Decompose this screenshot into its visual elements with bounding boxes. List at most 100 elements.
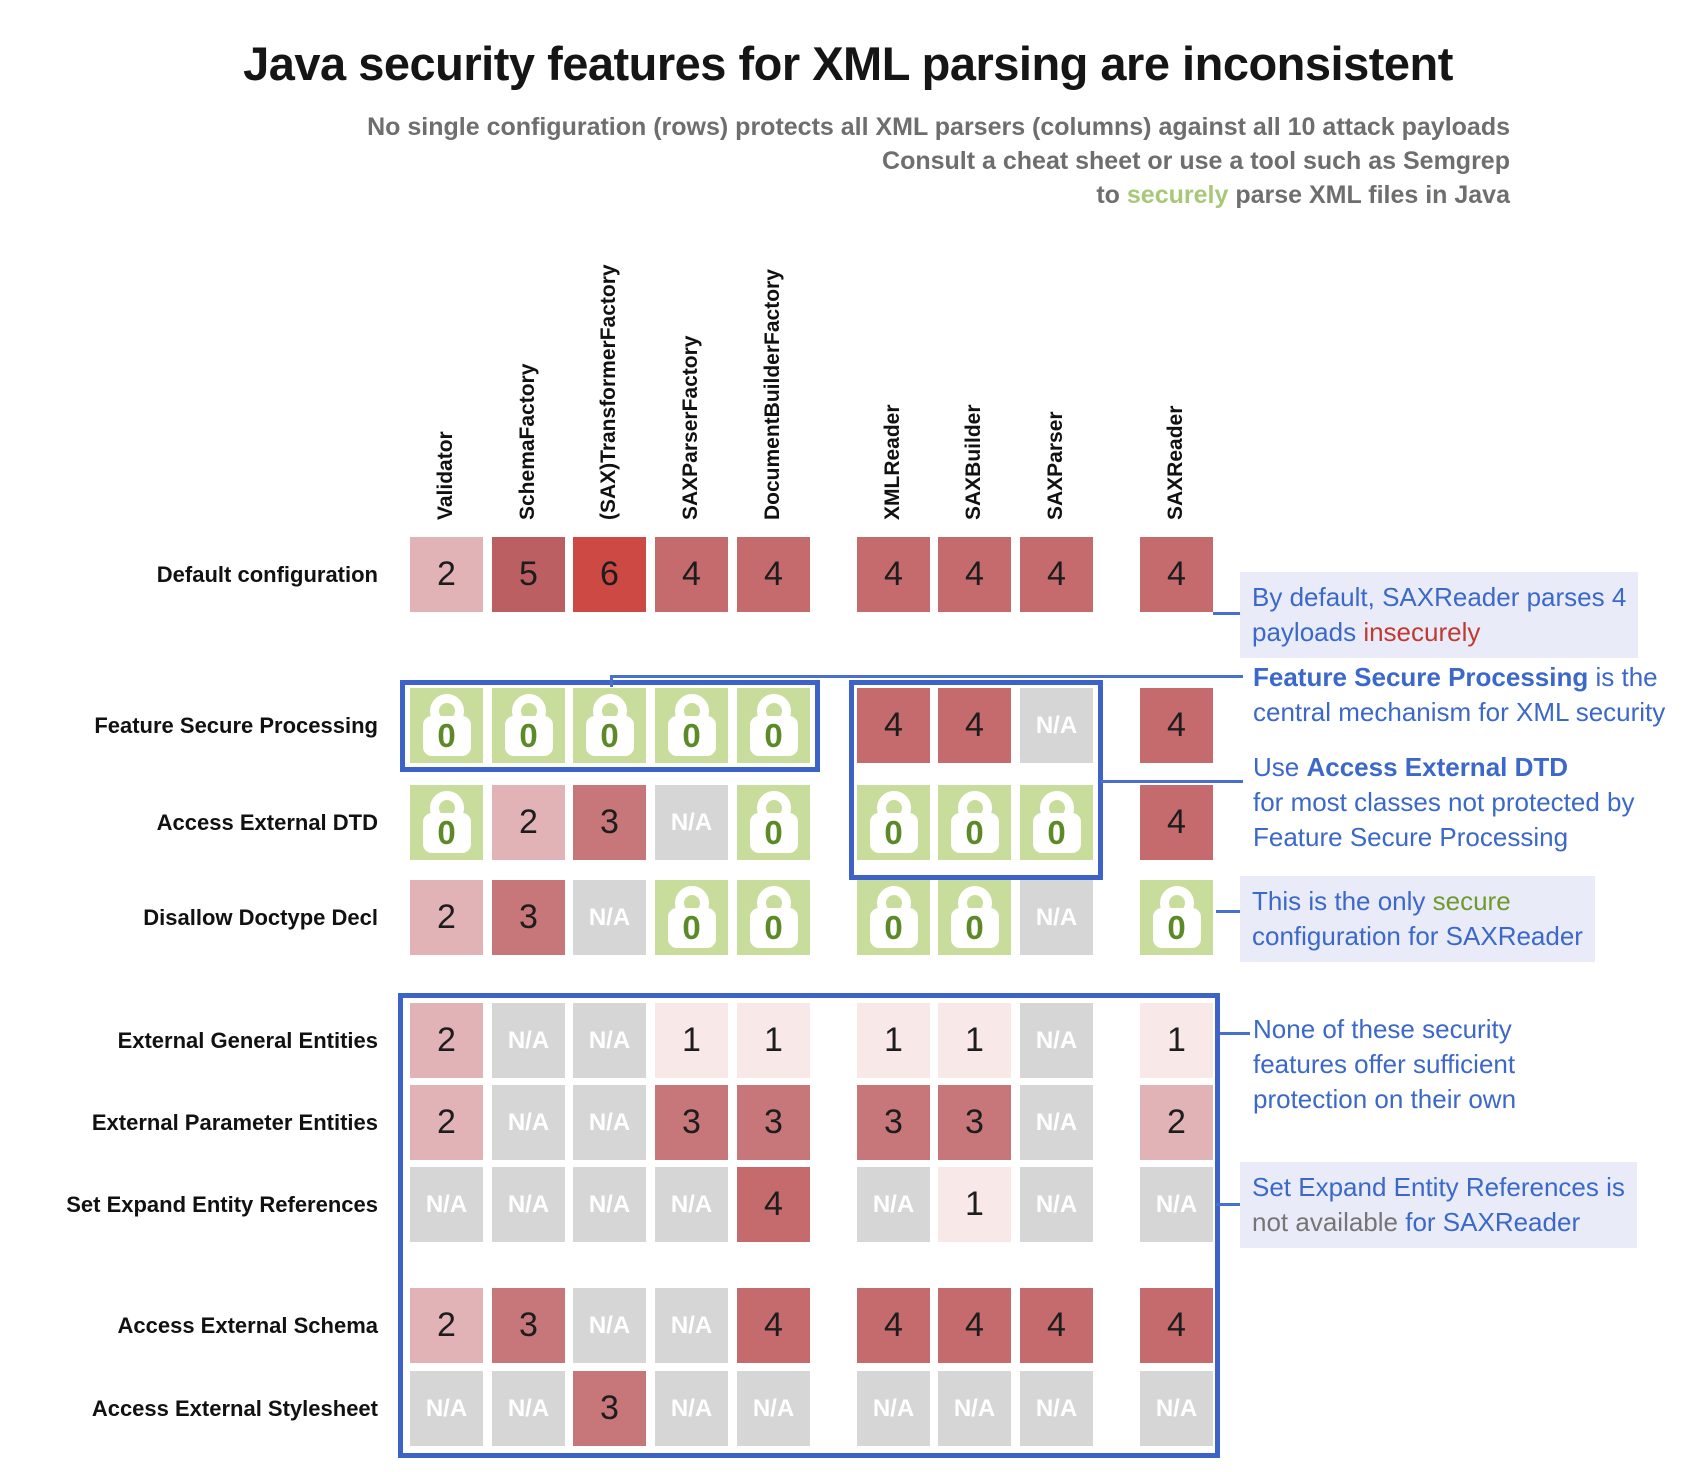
na-label: N/A xyxy=(588,1311,631,1339)
grid-cell: N/A xyxy=(857,1167,930,1242)
row-header-set-expand-entity-references: Set Expand Entity References xyxy=(66,1191,378,1217)
grid-cell: N/A xyxy=(573,1288,646,1363)
payload-count-label: 4 xyxy=(1167,555,1186,593)
grid-cell: 5 xyxy=(492,537,565,612)
annotation-text-segment: features offer sufficient xyxy=(1253,1049,1516,1079)
lock-zero-label: 0 xyxy=(950,813,999,853)
grid-cell: 0 xyxy=(737,688,810,763)
grid-cell: 1 xyxy=(938,1003,1011,1078)
grid-cell: N/A xyxy=(492,1003,565,1078)
annotation-text-segment: None of these security xyxy=(1253,1014,1512,1044)
grid-cell: 3 xyxy=(492,880,565,955)
annotation-text-segment: Access External DTD xyxy=(1306,752,1569,782)
grid-cell: N/A xyxy=(1020,688,1093,763)
chart-title: Java security features for XML parsing a… xyxy=(243,37,1453,90)
grid-cell: 4 xyxy=(655,537,728,612)
grid-cell: N/A xyxy=(1140,1167,1213,1242)
grid-cell: 0 xyxy=(492,688,565,763)
connector-secure-saxreader xyxy=(1216,910,1248,913)
grid-cell: 0 xyxy=(655,688,728,763)
connector-set-expand xyxy=(1216,1203,1248,1206)
grid-cell: 0 xyxy=(737,880,810,955)
grid-cell: 4 xyxy=(737,1288,810,1363)
grid-cell: N/A xyxy=(1020,880,1093,955)
payload-count-label: 2 xyxy=(437,898,456,936)
lock-zero-label: 0 xyxy=(1032,813,1081,853)
grid-cell: 4 xyxy=(1020,1288,1093,1363)
grid-cell: 1 xyxy=(737,1003,810,1078)
payload-count-label: 2 xyxy=(437,1103,456,1141)
annotation-text-segment: Use xyxy=(1253,752,1307,782)
column-header-saxbuilder: SAXBuilder xyxy=(961,404,985,520)
grid-cell: 3 xyxy=(938,1085,1011,1160)
lock-zero-label: 0 xyxy=(950,908,999,948)
connector-insufficient-box xyxy=(1220,1032,1250,1035)
na-label: N/A xyxy=(1155,1190,1198,1218)
na-label: N/A xyxy=(670,1394,713,1422)
annotation-text-segment: Set Expand Entity References is xyxy=(1252,1172,1625,1202)
grid-cell: 0 xyxy=(410,688,483,763)
payload-count-label: 4 xyxy=(764,1185,783,1223)
grid-cell: 6 xyxy=(573,537,646,612)
lock-zero-label: 0 xyxy=(1152,908,1201,948)
annotation-text-segment: for most classes not protected by xyxy=(1253,787,1635,817)
grid-cell: N/A xyxy=(492,1167,565,1242)
payload-count-label: 1 xyxy=(884,1021,903,1059)
chart-subtitle: No single configuration (rows) protects … xyxy=(367,110,1510,212)
grid-cell: N/A xyxy=(938,1371,1011,1446)
payload-count-label: 5 xyxy=(519,555,538,593)
annotation-text-segment: configuration for SAXReader xyxy=(1252,921,1583,951)
lock-zero-label: 0 xyxy=(667,716,716,756)
na-label: N/A xyxy=(588,1026,631,1054)
payload-count-label: 4 xyxy=(1167,803,1186,841)
grid-cell: 0 xyxy=(857,880,930,955)
grid-cell: 4 xyxy=(938,688,1011,763)
payload-count-label: 3 xyxy=(682,1103,701,1141)
payload-count-label: 4 xyxy=(682,555,701,593)
payload-count-label: 4 xyxy=(1167,706,1186,744)
connector-fsp-elbow xyxy=(610,675,613,687)
lock-zero-label: 0 xyxy=(749,908,798,948)
payload-count-label: 4 xyxy=(1047,1306,1066,1344)
grid-cell: 4 xyxy=(737,537,810,612)
subtitle-line-3-prefix: to xyxy=(1096,181,1127,209)
annotation-line: not available for SAXReader xyxy=(1252,1205,1625,1240)
annotation-text-segment: not available xyxy=(1252,1207,1406,1237)
highlight-box-insufficient-features xyxy=(398,993,1220,1458)
grid-cell: N/A xyxy=(857,1371,930,1446)
na-label: N/A xyxy=(1035,1026,1078,1054)
payload-count-label: 4 xyxy=(965,555,984,593)
row-header-access-external-schema: Access External Schema xyxy=(117,1312,379,1338)
subtitle-line-2: Consult a cheat sheet or use a tool such… xyxy=(882,147,1510,175)
na-label: N/A xyxy=(507,1026,550,1054)
grid-cell: 0 xyxy=(938,880,1011,955)
annotation-line: payloads insecurely xyxy=(1252,615,1626,650)
grid-cell: 2 xyxy=(410,1003,483,1078)
annotation-text-segment: protection on their own xyxy=(1253,1084,1517,1114)
grid-cell: 4 xyxy=(1140,785,1213,860)
na-label: N/A xyxy=(507,1394,550,1422)
column-header-xmlreader: XMLReader xyxy=(880,404,904,520)
annotation-line: This is the only secure xyxy=(1252,884,1583,919)
annotation-text-segment: for SAXReader xyxy=(1405,1207,1581,1237)
column-header-documentbuilderfactory: DocumentBuilderFactory xyxy=(760,269,784,520)
na-label: N/A xyxy=(507,1108,550,1136)
lock-zero-label: 0 xyxy=(749,813,798,853)
grid-cell: N/A xyxy=(737,1371,810,1446)
na-label: N/A xyxy=(588,903,631,931)
payload-count-label: 2 xyxy=(437,555,456,593)
na-label: N/A xyxy=(670,1190,713,1218)
grid-cell: 4 xyxy=(857,1288,930,1363)
na-label: N/A xyxy=(752,1394,795,1422)
row-header-default-configuration: Default configuration xyxy=(156,561,378,587)
connector-default-saxreader xyxy=(1213,612,1253,615)
na-label: N/A xyxy=(1035,1394,1078,1422)
annotation-text-segment: Feature Secure Processing xyxy=(1253,662,1589,692)
grid-cell: N/A xyxy=(492,1085,565,1160)
payload-count-label: 6 xyxy=(600,555,619,593)
annotation-line: Feature Secure Processing is the xyxy=(1253,660,1665,695)
grid-cell: 4 xyxy=(737,1167,810,1242)
grid-cell: N/A xyxy=(492,1371,565,1446)
na-label: N/A xyxy=(588,1108,631,1136)
annotation-line: None of these security xyxy=(1253,1012,1516,1047)
